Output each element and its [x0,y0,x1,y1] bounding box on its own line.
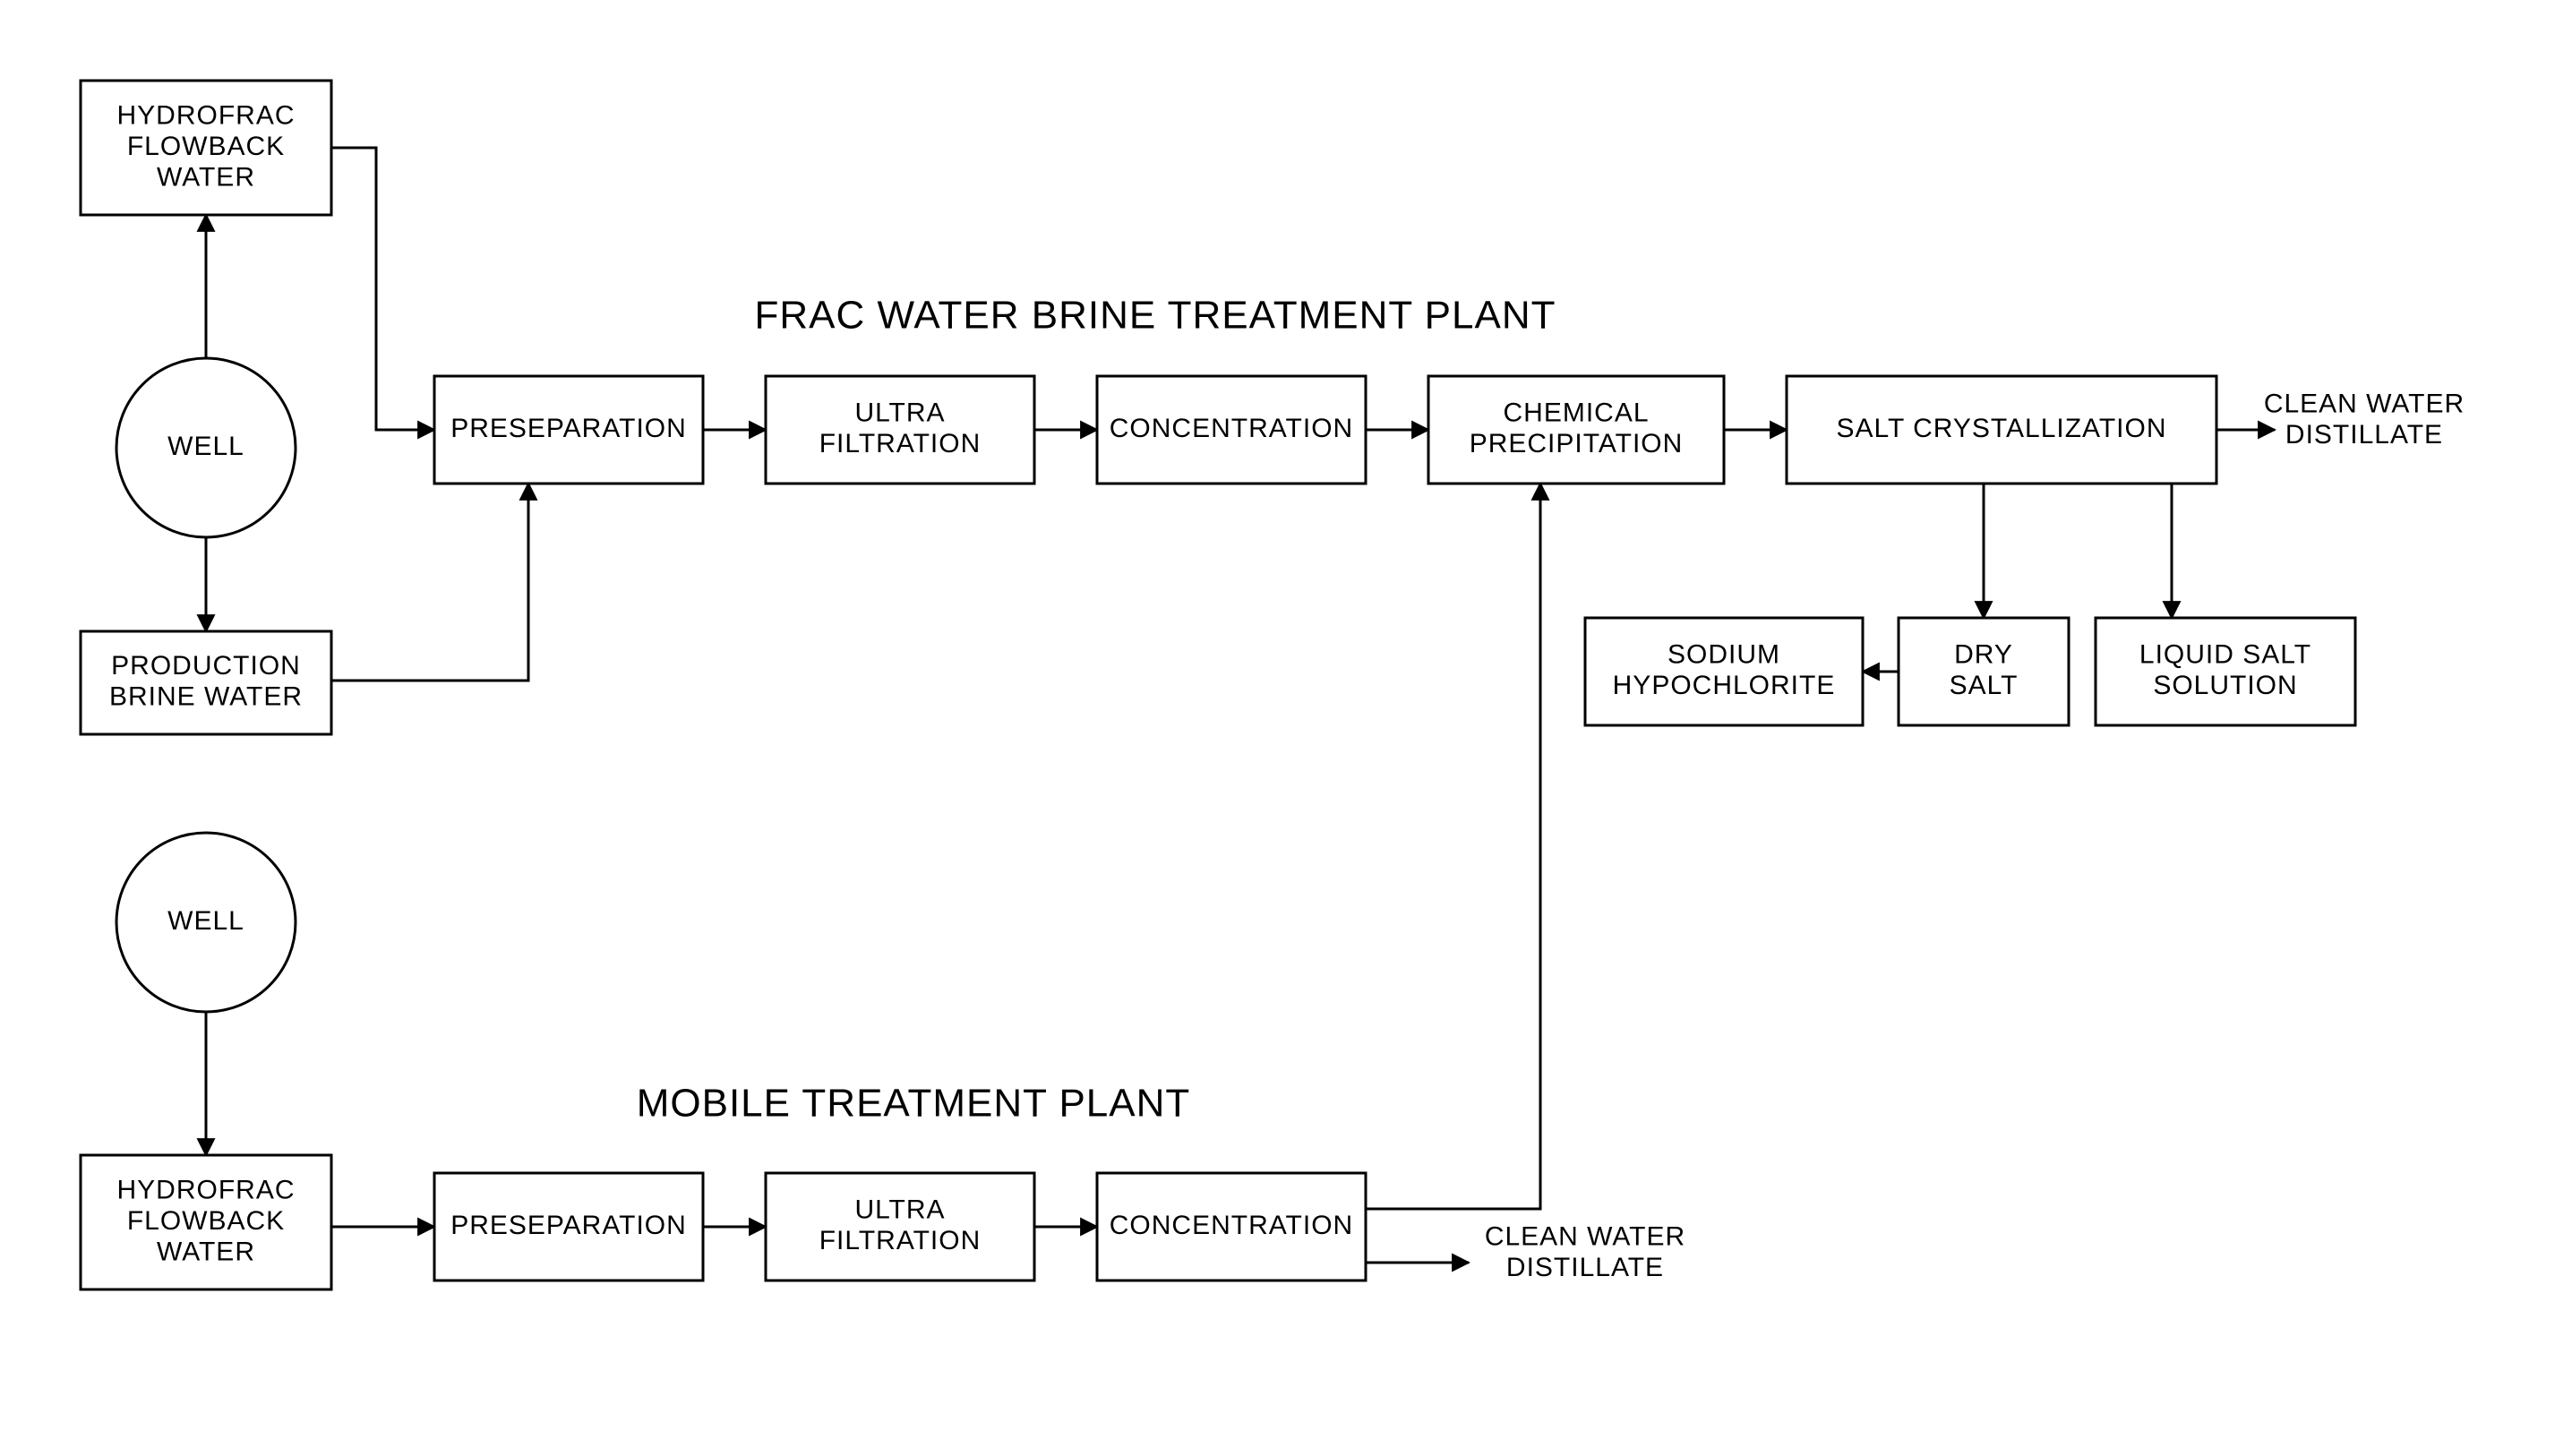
chem-precip-label-line0: CHEMICAL [1503,398,1649,428]
clean-water-top-line0: CLEAN WATER [2264,390,2465,419]
salt-cryst-label-line0: SALT CRYSTALLIZATION [1837,414,2167,443]
e-concbot-chem [1366,484,1540,1209]
conc-top-label-line0: CONCENTRATION [1110,414,1353,443]
hydrofrac-bot-label-line1: FLOWBACK [127,1206,285,1236]
conc-bot-label-line0: CONCENTRATION [1110,1211,1353,1240]
flow-diagram: HYDROFRACFLOWBACKWATERWELLPRODUCTIONBRIN… [0,0,2572,1456]
prod-brine-label-line0: PRODUCTION [111,651,301,681]
hydrofrac-bot-label-line2: WATER [157,1237,255,1266]
hydrofrac-top-label-line0: HYDROFRAC [116,100,295,130]
well-top-label-line0: WELL [167,432,244,461]
liquid-salt-label-line1: SOLUTION [2153,671,2297,700]
sodium-hypo-label-line1: HYPOCHLORITE [1613,671,1836,700]
title-mobile: MOBILE TREATMENT PLANT [637,1082,1191,1126]
dry-salt-label-line0: DRY [1954,640,2013,670]
dry-salt-label-line1: SALT [1950,671,2019,700]
clean-water-bot-line0: CLEAN WATER [1485,1222,1685,1252]
chem-precip-label-line1: PRECIPITATION [1470,429,1684,458]
hydrofrac-top-label-line2: WATER [157,162,255,192]
well-bottom-label-line0: WELL [167,906,244,936]
title-frac: FRAC WATER BRINE TREATMENT PLANT [755,294,1556,338]
liquid-salt-label-line0: LIQUID SALT [2139,640,2311,670]
ultra-bot-label-line1: FILTRATION [819,1226,982,1255]
presep-top-label-line0: PRESEPARATION [450,414,687,443]
sodium-hypo-label-line0: SODIUM [1668,640,1780,670]
prod-brine-label-line1: BRINE WATER [109,682,303,712]
e-hydrofrac-presep [331,148,434,430]
hydrofrac-bot-label-line0: HYDROFRAC [116,1175,295,1204]
clean-water-top-line1: DISTILLATE [2285,420,2443,450]
ultra-top-label-line0: ULTRA [854,398,945,428]
hydrofrac-top-label-line1: FLOWBACK [127,132,285,161]
ultra-top-label-line1: FILTRATION [819,429,982,458]
ultra-bot-label-line0: ULTRA [854,1195,945,1225]
e-prodbrine-presep [331,484,528,681]
presep-bot-label-line0: PRESEPARATION [450,1211,687,1240]
clean-water-bot-line1: DISTILLATE [1506,1253,1664,1282]
